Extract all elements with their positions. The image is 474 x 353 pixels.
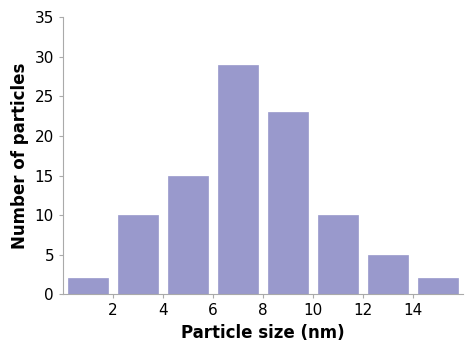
Bar <box>218 65 258 294</box>
Bar <box>68 279 108 294</box>
Bar <box>118 215 158 294</box>
Bar <box>318 215 358 294</box>
Bar <box>368 255 408 294</box>
X-axis label: Particle size (nm): Particle size (nm) <box>181 324 345 342</box>
Y-axis label: Number of particles: Number of particles <box>11 62 29 249</box>
Bar <box>268 112 308 294</box>
Bar <box>168 175 208 294</box>
Bar <box>418 279 458 294</box>
